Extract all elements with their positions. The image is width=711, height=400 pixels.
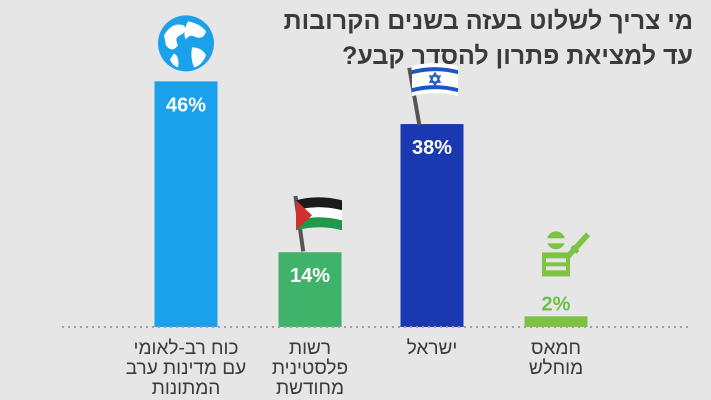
- chart-title: מי צריך לשלוט בעזה בשנים הקרובות עד למצי…: [133, 4, 693, 74]
- value-label-3: 38%: [412, 137, 452, 159]
- israeli-flag-icon: [407, 63, 458, 126]
- value-label-1: 46%: [166, 94, 206, 116]
- category-label-4: חמאס מוחלש: [528, 338, 584, 379]
- category-label-1: כוח רב-לאומי עם מדינות ערב המתונות: [125, 338, 247, 399]
- bar-2: [278, 252, 342, 327]
- category-label-3: ישראל: [406, 338, 458, 359]
- bar-4: [524, 316, 588, 327]
- bar-1: [154, 81, 218, 327]
- value-label-2: 14%: [290, 265, 330, 287]
- title-line-2: עד למציאת פתרון להסדר קבע?: [342, 42, 693, 70]
- title-line-1: מי צריך לשלוט בעזה בשנים הקרובות: [283, 7, 693, 35]
- bar-3: [400, 124, 464, 327]
- value-label-4: 2%: [542, 293, 571, 315]
- globe-icon: [158, 15, 214, 72]
- category-label-2: רשות פלסטינית מחודשת: [271, 338, 349, 399]
- palestinian-flag-icon: [293, 195, 342, 252]
- hamas-fighter-icon: [542, 231, 590, 277]
